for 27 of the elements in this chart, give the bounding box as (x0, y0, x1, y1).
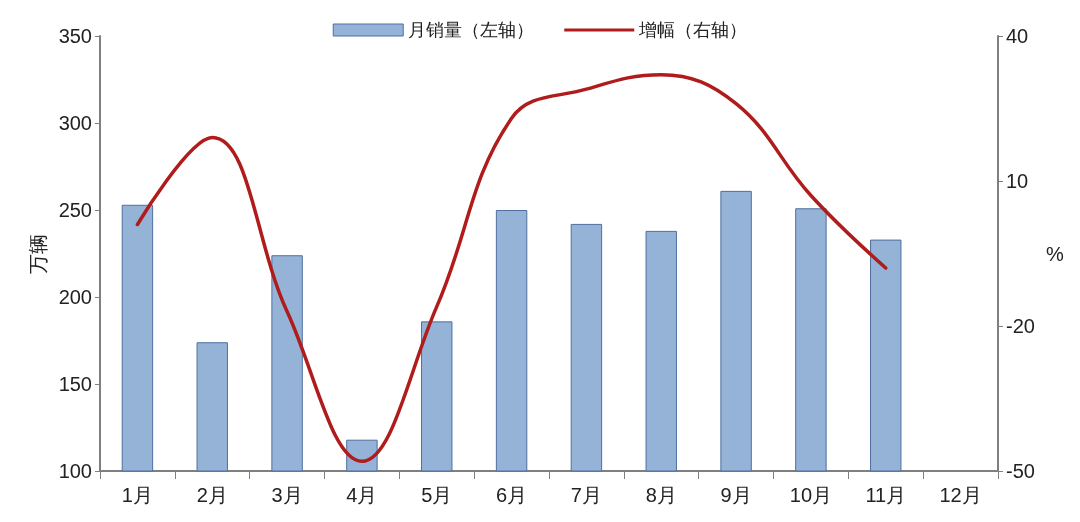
legend-label: 月销量（左轴） (408, 20, 535, 40)
y2-axis-title: % (1046, 242, 1064, 265)
x-tick-label: 6月 (496, 484, 528, 506)
x-tick-label: 8月 (645, 484, 677, 506)
legend-label: 增幅（右轴） (638, 20, 748, 40)
y-tick-label: 200 (58, 286, 92, 308)
y2-tick-label: -20 (1006, 315, 1035, 337)
y-axis-title: 万辆 (26, 233, 49, 274)
y2-tick-label: -50 (1006, 460, 1035, 482)
x-tick-label: 11月 (865, 484, 907, 506)
x-tick-label: 10月 (789, 484, 833, 506)
y-tick-label: 100 (58, 460, 92, 482)
y-tick-label: 300 (58, 112, 92, 134)
x-tick-label: 1月 (121, 484, 153, 506)
y2-tick-label: 10 (1006, 170, 1029, 192)
x-tick-label: 2月 (196, 484, 228, 506)
line-series (135, 72, 888, 464)
x-tick-label: 5月 (421, 484, 453, 506)
x-tick-label: 7月 (570, 484, 602, 506)
y-tick-label: 150 (58, 373, 92, 395)
x-tick-label: 12月 (939, 484, 982, 506)
y2-tick-label: 40 (1006, 25, 1029, 47)
x-tick-label: 9月 (720, 484, 752, 506)
y-tick-label: 250 (58, 199, 92, 221)
x-tick-label: 3月 (271, 484, 303, 506)
y-tick-label: 350 (58, 25, 92, 47)
x-tick-label: 4月 (346, 484, 378, 506)
